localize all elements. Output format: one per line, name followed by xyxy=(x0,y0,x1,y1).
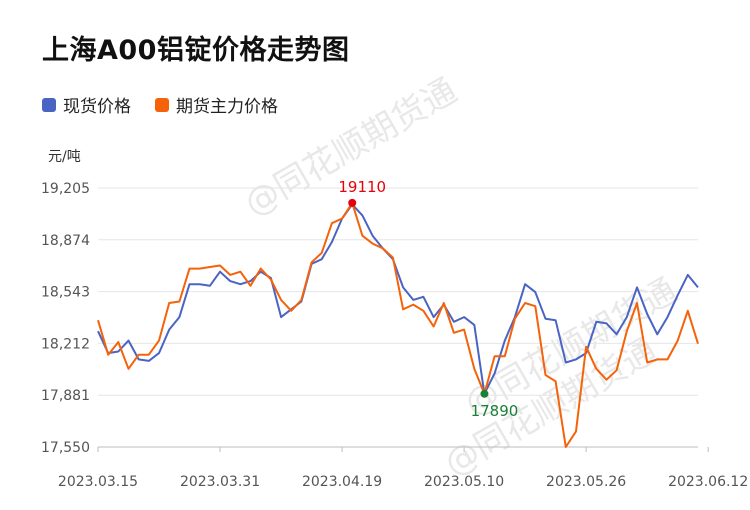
annotation-marker-1 xyxy=(480,389,489,398)
series-line-spot xyxy=(97,203,699,395)
y-axis-unit-label: 元/吨 xyxy=(48,149,81,165)
x-tick-label-0: 2023.03.15 xyxy=(58,474,138,490)
legend-swatch-futures xyxy=(155,97,169,112)
x-tick-label-1: 2023.03.31 xyxy=(180,474,260,490)
y-tick-label-3: 18,212 xyxy=(41,336,90,352)
x-tick-label-3: 2023.05.10 xyxy=(424,474,504,490)
chart-legend: 现货价格 期货主力价格 xyxy=(42,92,302,117)
legend-item-spot[interactable]: 现货价格 xyxy=(42,92,131,117)
y-tick-label-1: 18,874 xyxy=(41,233,90,249)
legend-item-futures[interactable]: 期货主力价格 xyxy=(155,92,278,117)
y-tick-label-4: 17,881 xyxy=(41,388,90,404)
legend-label-spot: 现货价格 xyxy=(63,97,131,117)
x-tick-label-4: 2023.05.26 xyxy=(546,474,626,490)
annotation-label-1: 17890 xyxy=(471,402,519,420)
series-line-futures xyxy=(97,201,699,448)
y-tick-label-0: 19,205 xyxy=(41,181,90,197)
x-tick-label-5: 2023.06.12 xyxy=(668,474,748,490)
annotation-marker-0 xyxy=(348,198,357,207)
y-tick-label-5: 17,550 xyxy=(41,440,90,456)
legend-label-futures: 期货主力价格 xyxy=(176,97,278,117)
legend-swatch-spot xyxy=(42,97,56,112)
annotation-label-0: 19110 xyxy=(338,178,386,196)
x-tick-label-2: 2023.04.19 xyxy=(302,474,382,490)
chart-title: 上海A00铝锭价格走势图 xyxy=(42,35,350,66)
y-tick-label-2: 18,543 xyxy=(41,285,90,301)
